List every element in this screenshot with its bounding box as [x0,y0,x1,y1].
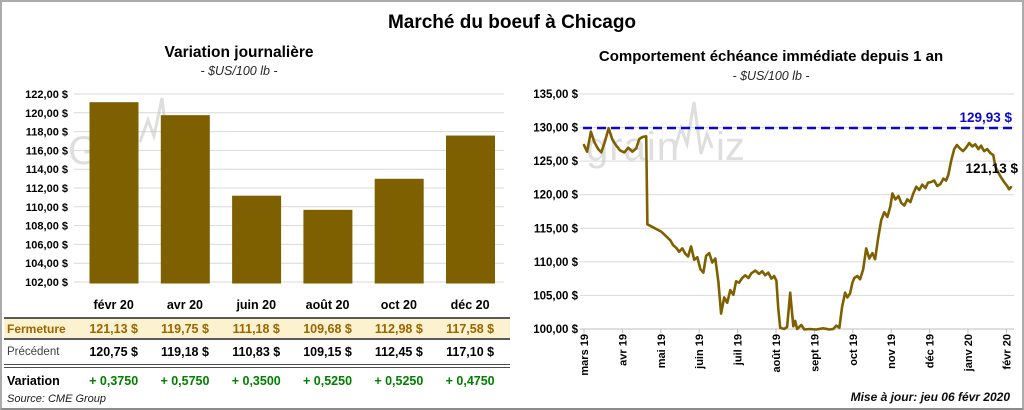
table-cell: 117,58 $ [446,321,495,336]
table-cell: 119,75 $ [160,321,209,336]
page-title: Marché du boeuf à Chicago [387,12,637,33]
line-y-tick-label: 125,00 $ [533,156,578,168]
line-y-tick-label: 130,00 $ [533,123,578,135]
table-cell: 111,18 $ [232,321,280,336]
x-tick-label: juil 19 [733,334,745,366]
table-cell: + 0,5250 [303,374,353,388]
x-tick-label: mai 19 [656,334,668,368]
x-tick-label: janv 20 [963,334,975,372]
x-tick-label: déc 19 [925,334,937,368]
price-table: Fermeture 121,13 $ 119,75 $ 111,18 $ 109,68 … [4,317,510,394]
bar-oct 20 [374,178,424,284]
table-cell: 120,75 $ [89,345,138,359]
watermark-text: grain [586,125,680,169]
x-tick-label: mars 19 [579,334,591,376]
x-tick-label: juin 19 [694,334,706,370]
price-line [582,126,1013,331]
x-tick-label: sept 19 [809,334,821,372]
bar-chart-subtitle: - $US/100 lb - [200,64,278,78]
bar-y-tick-label: 102,00 $ [25,277,68,289]
category-label: août 20 [305,298,350,312]
table-cell: 112,98 $ [374,321,423,336]
x-tick-label: févr 20 [1001,334,1013,369]
bar-y-tick-label: 118,00 $ [26,127,68,139]
table-cell: 112,45 $ [374,345,423,359]
source-note: Source: CME Group [7,393,107,405]
bar-y-tick-label: 110,00 $ [26,202,68,214]
bar-y-tick-label: 104,00 $ [25,258,68,270]
line-y-tick-label: 105,00 $ [533,290,578,302]
line-y-tick-label: 115,00 $ [534,223,579,235]
bar-févr 20 [89,102,139,284]
bar-avr 20 [160,115,210,284]
category-label: avr 20 [166,298,204,312]
line-y-tick-label: 110,00 $ [534,257,579,269]
table-cell: + 0,4750 [445,374,495,388]
row-label: Précédent [7,346,60,358]
category-label: oct 20 [380,298,417,312]
bar-y-tick-label: 106,00 $ [25,239,68,251]
line-y-tick-label: 100,00 $ [533,324,578,336]
table-cell: + 0,5250 [374,374,424,388]
category-label: févr 20 [93,298,134,312]
line-y-tick-label: 120,00 $ [533,190,578,202]
bar-y-tick-label: 108,00 $ [25,221,68,233]
line-chart-title: Comportement échéance immédiate depuis 1… [598,48,944,65]
table-cell: 117,10 $ [446,345,495,359]
table-cell: 119,18 $ [160,345,209,359]
x-tick-label: nov 19 [886,334,898,369]
table-cell: + 0,5750 [160,374,210,388]
bar-chart: 122,00 $ 120,00 $ 118,00 $ 116,00 $ 114,00 $… [25,89,504,289]
bar-chart-category-labels: févr 20 avr 20 juin 20 août 20 oct 20 déc 20 [4,298,510,312]
x-tick-label: avr 19 [617,334,629,366]
update-note: Mise à jour: jeu 06 févr 2020 [850,390,1010,404]
bar-août 20 [303,209,353,284]
bar-y-tick-label: 122,00 $ [25,89,68,101]
bar-déc 20 [446,135,495,284]
table-cell: + 0,3750 [89,374,139,388]
watermark-text: iz [716,125,745,169]
watermark: grain iz [586,101,745,169]
row-label: Variation [7,374,60,388]
category-label: déc 20 [450,298,490,312]
bar-y-tick-label: 120,00 $ [25,108,68,120]
x-tick-label: août 19 [771,334,783,373]
line-chart-subtitle: - $US/100 lb - [732,69,810,83]
x-tick-label: oct 19 [848,334,860,366]
category-label: juin 20 [236,298,277,312]
table-row-fermeture: Fermeture 121,13 $ 119,75 $ 111,18 $ 109,68 … [4,317,510,340]
table-cell: + 0,3500 [231,374,281,388]
bar-juin 20 [232,195,282,284]
table-cell: 121,13 $ [89,321,138,336]
max-reference-label: 129,93 $ [959,110,1012,125]
table-row-variation: Variation + 0,3750 + 0,5750 + 0,3500 + 0,525… [4,368,510,394]
bar-chart-title: Variation journalière [164,44,314,61]
table-row-precedent: Précédent 120,75 $ 119,18 $ 110,83 $ 109,15 … [4,340,510,368]
table-cell: 109,15 $ [303,345,352,359]
bar-y-tick-label: 116,00 $ [26,145,68,157]
row-label: Fermeture [7,321,66,336]
bar-y-tick-label: 112,00 $ [26,183,68,195]
table-cell: 110,83 $ [232,345,281,359]
last-value-label: 121,13 $ [965,161,1018,176]
bar-y-tick-label: 114,00 $ [26,164,68,176]
table-cell: 109,68 $ [303,321,352,336]
line-y-tick-label: 135,00 $ [533,89,578,101]
